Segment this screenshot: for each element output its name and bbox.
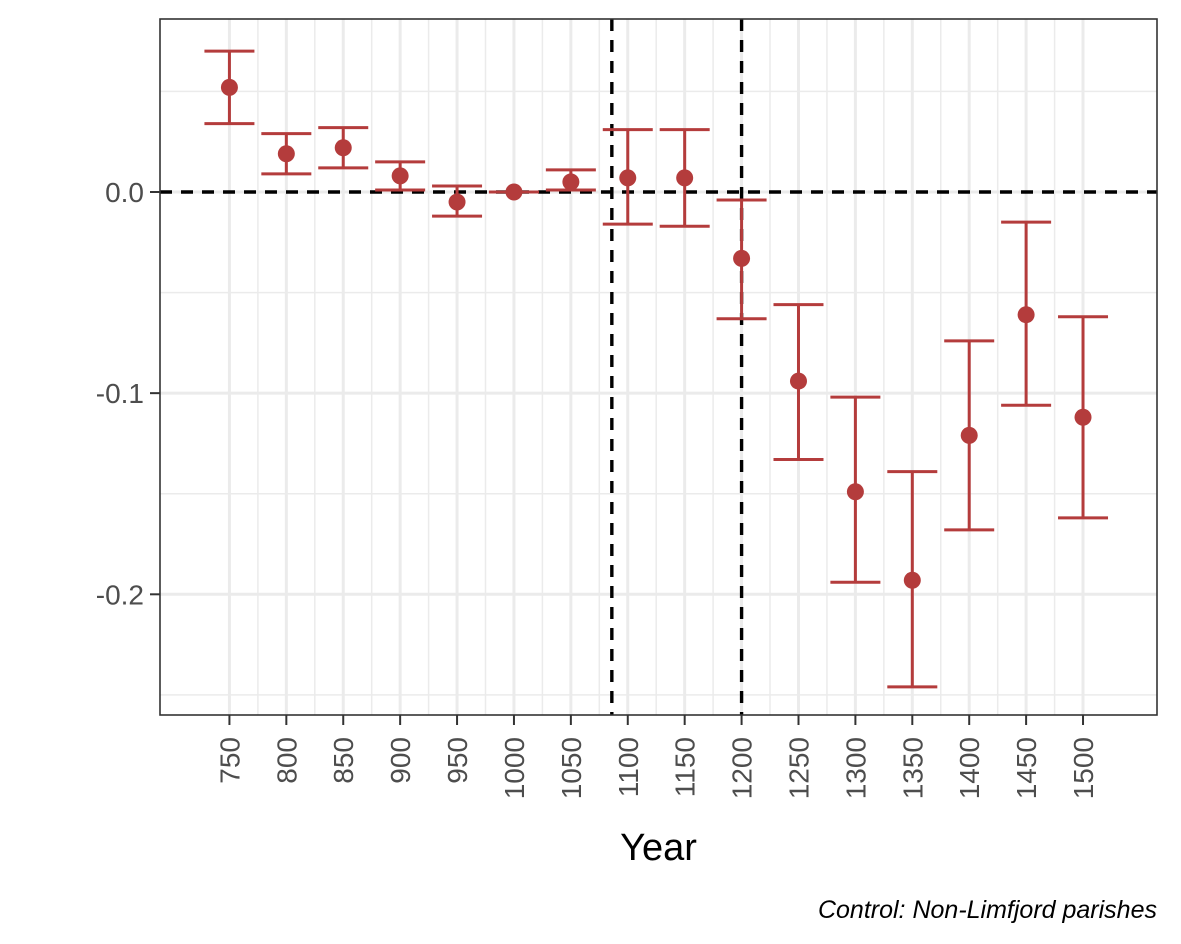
x-axis-title: Year [620,827,697,869]
y-tick-label: -0.2 [96,579,144,610]
errorbar-800 [261,132,312,176]
errorbar-1300 [830,395,881,584]
errorbar-1000 [488,183,539,201]
x-tick-label: 1200 [727,737,758,799]
x-tick-label: 1350 [897,737,928,799]
errorbar-950 [432,184,483,218]
point-estimate [1017,306,1035,324]
x-tick-label: 1150 [670,737,701,797]
x-tick-label: 800 [271,737,302,784]
x-tick-label: 1500 [1068,737,1099,799]
x-axis: 750 800 850 900 950 1000 1050 1100 1150 1200 1250 1… [214,715,1099,799]
point-estimate [562,173,580,191]
point-estimate [448,193,466,211]
minor-gridlines [160,19,1157,715]
errorbar-1200 [716,198,767,321]
errorbar-1250 [773,303,824,462]
reference-lines [160,19,1157,715]
point-estimate [334,139,352,157]
point-estimate [846,483,864,501]
point-estimate [220,78,238,96]
x-tick-label: 950 [442,737,473,784]
errorbar-1050 [545,168,596,192]
x-tick-label: 1300 [840,737,871,799]
x-tick-label: 1450 [1011,737,1042,799]
point-estimate [789,372,807,390]
y-tick-label: 0.0 [105,177,144,208]
errorbar-1100 [602,128,653,226]
errorbar-750 [204,49,255,126]
errorbar-1350 [887,470,938,689]
x-tick-label: 850 [328,737,359,784]
point-estimate [733,249,751,267]
x-tick-label: 1250 [783,737,814,799]
chart-caption: Control: Non-Limfjord parishes [818,896,1157,924]
x-tick-label: 1100 [613,737,644,797]
x-tick-label: 1050 [556,737,587,799]
point-estimate [277,145,295,163]
point-estimate [903,571,921,589]
y-axis: 0.0 -0.1 -0.2 [96,177,160,610]
y-tick-label: -0.1 [96,378,144,409]
x-tick-label: 900 [385,737,416,784]
point-estimate [391,167,409,185]
errorbar-1150 [659,128,710,228]
errorbar-1450 [1001,220,1052,407]
point-estimate [960,426,978,444]
panel-border [159,18,1158,716]
errorbar-1400 [944,339,995,532]
x-tick-label: 1400 [954,737,985,799]
point-estimate [619,169,637,187]
errorbar-1500 [1058,315,1109,520]
x-tick-label: 750 [214,737,245,784]
estimates-series [204,49,1109,689]
errorbar-900 [375,160,426,192]
point-estimate [1074,408,1092,426]
point-estimate [676,169,694,187]
x-tick-label: 1000 [499,737,530,799]
point-estimate [505,183,523,201]
errorbar-850 [318,126,369,170]
